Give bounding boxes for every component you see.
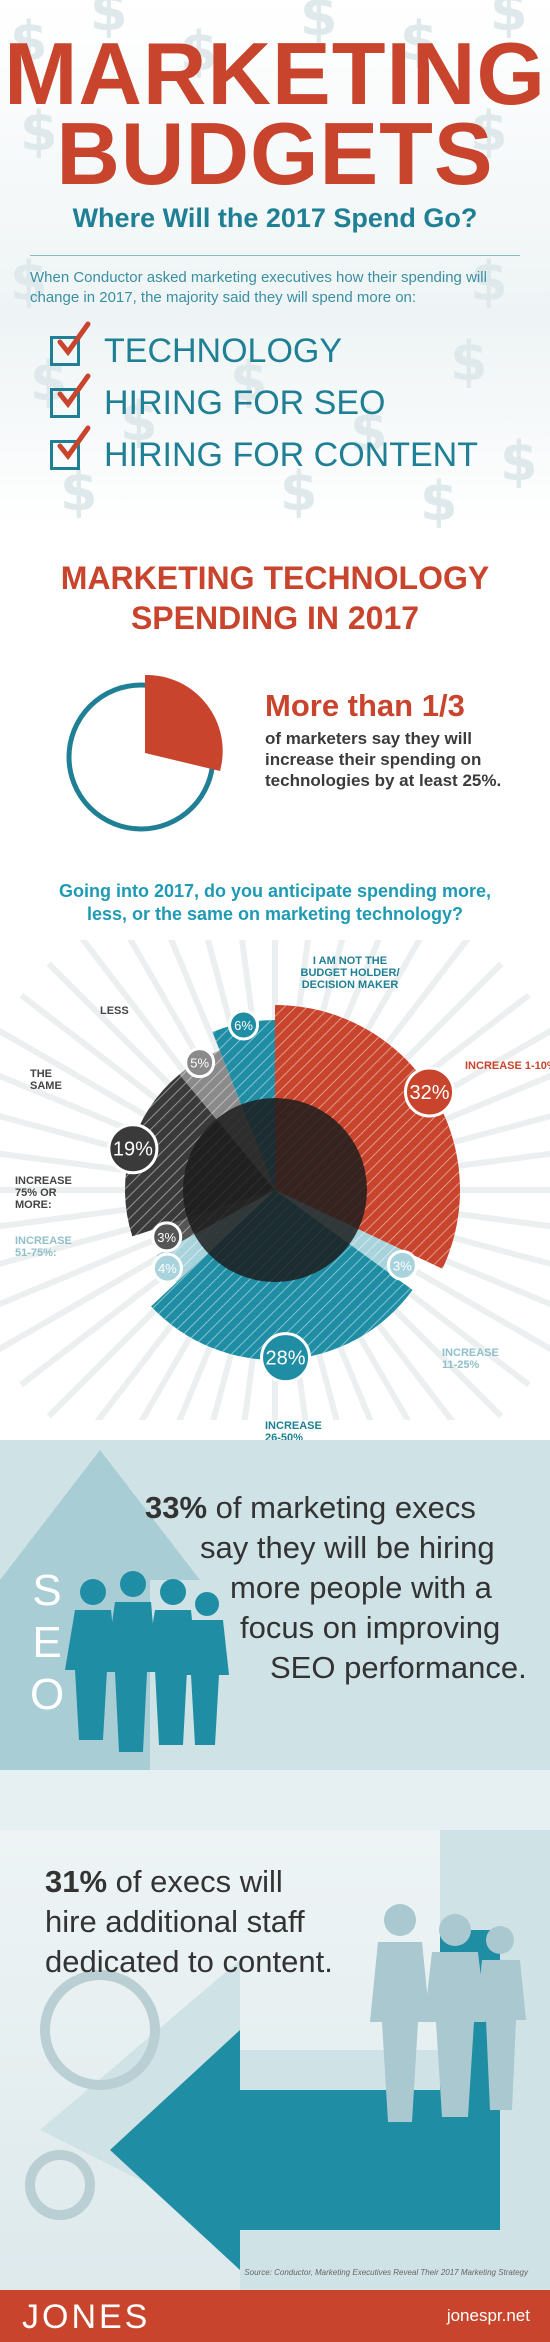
section-title-line2: SPENDING IN 2017 [130, 600, 420, 636]
pie-value-badge [386, 1249, 418, 1281]
svg-text:$: $ [420, 470, 458, 530]
pie-value-label: 3% [393, 1258, 412, 1273]
seo-stat-line-4: focus on improving [240, 1610, 501, 1645]
pie-value-label: 5% [190, 1056, 209, 1071]
checkbox-icon [50, 388, 80, 418]
checklist-label: HIRING FOR SEO [104, 384, 386, 422]
tech-stat-text: of marketers say they will increase thei… [265, 729, 502, 790]
one-third-pie-icon [66, 675, 223, 832]
content-stat-line-3: dedicated to content. [45, 1944, 333, 1979]
content-stat-number: 31% [45, 1864, 108, 1899]
pie-value-badge [184, 1047, 216, 1079]
content-section: 31% of execs will hire additional staff … [0, 1830, 550, 2300]
pie-label-increase-11-25: INCREASE 11-25% [442, 1347, 499, 1371]
people-silhouette-icon [370, 1904, 526, 2122]
seo-letter-s: S [32, 1566, 62, 1615]
seo-stat-text: of marketing execs [215, 1490, 476, 1525]
footer-bar: JONES jonespr.net [0, 2290, 550, 2342]
pie-label-same: THE SAME [30, 1068, 62, 1092]
svg-text:$: $ [490, 0, 528, 43]
seo-stat-line-3: more people with a [230, 1570, 492, 1605]
svg-text:$: $ [20, 100, 58, 163]
content-stat-text: of execs will [115, 1864, 283, 1899]
seo-section: S E O 33% of marketing execs say they wi… [0, 1440, 550, 1830]
svg-text:$: $ [450, 330, 488, 393]
pie-value-badge [107, 1123, 159, 1175]
subtitle: Where Will the 2017 Spend Go? [72, 203, 478, 233]
pie-value-badge [228, 1009, 260, 1041]
gear-icon [25, 1970, 160, 2220]
checklist-label: HIRING FOR CONTENT [104, 436, 478, 474]
seo-stat-number: 33% [145, 1490, 208, 1525]
intro-text: When Conductor asked marketing executive… [30, 269, 487, 306]
checkbox-icon [50, 440, 80, 470]
jones-logo: JONES [22, 2298, 151, 2336]
checkmark-icon [57, 425, 91, 461]
pie-value-badge [151, 1252, 183, 1284]
pie-value-label: 6% [234, 1018, 253, 1033]
pie-value-badge [151, 1221, 183, 1253]
seo-letters: S E O [30, 1565, 64, 1721]
source-citation: Source: Conductor, Marketing Executives … [244, 2268, 528, 2277]
seo-stat-line-2: say they will be hiring [200, 1530, 495, 1565]
pie-value-label: 19% [113, 1139, 153, 1161]
svg-text:$: $ [500, 430, 538, 493]
svg-text:$: $ [470, 100, 508, 163]
seo-stat-line-1: 33% of marketing execs [145, 1488, 476, 1528]
svg-text:$: $ [60, 460, 98, 523]
seo-letter-o: O [30, 1670, 65, 1719]
svg-text:$: $ [280, 460, 318, 523]
pie-label-not-budget-holder: I AM NOT THE BUDGET HOLDER/ DECISION MAK… [300, 955, 400, 991]
dollar-sign-background: $ $$ $ $ $ $ $ $$$ $$$ $ $ $ $$ [10, 0, 538, 530]
pie-center [183, 1098, 367, 1282]
hero-section: $ $ $ $ $ $ $ $ $ $ $ $ $ $ $ $ $ $ $ MARKETING BUDG… [0, 0, 550, 530]
checklist-item-seo: HIRING FOR SEO [50, 373, 530, 424]
seo-stat-line-5: SEO performance. [270, 1650, 527, 1685]
svg-text:$: $ [10, 250, 48, 313]
pie-label-less: LESS [100, 1005, 129, 1017]
svg-text:$: $ [300, 0, 338, 48]
checkmark-icon [57, 373, 91, 409]
pie-value-badge [260, 1332, 312, 1384]
pie-value-label: 28% [266, 1348, 306, 1370]
svg-text:$: $ [90, 0, 128, 43]
pie-value-label: 3% [157, 1230, 176, 1245]
footer-url-link[interactable]: jonespr.net [446, 2306, 530, 2325]
svg-text:$: $ [10, 10, 48, 73]
checklist-item-content: HIRING FOR CONTENT [50, 425, 530, 476]
checkmark-icon [57, 321, 91, 357]
content-stat-line-2: hire additional staff [45, 1904, 305, 1939]
svg-text:$: $ [30, 350, 68, 413]
checkbox-icon [50, 336, 80, 366]
tech-stat-headline: More than 1/3 [265, 688, 465, 723]
section-title-line1: MARKETING TECHNOLOGY [60, 560, 490, 596]
svg-text:$: $ [470, 250, 508, 313]
pie-label-increase-1-10: INCREASE 1-10%: [465, 1060, 550, 1072]
svg-text:$: $ [350, 400, 388, 463]
pie-label-increase-51-75: INCREASE 51-75%: [15, 1235, 72, 1259]
pie-value-label: 32% [409, 1082, 449, 1104]
checklist-label: TECHNOLOGY [104, 332, 343, 370]
checklist-item-technology: TECHNOLOGY [50, 321, 530, 372]
pie-value-label: 4% [158, 1261, 177, 1276]
svg-text:$: $ [400, 10, 438, 73]
svg-text:$: $ [230, 350, 268, 413]
main-title-line2: BUDGETS [56, 104, 494, 203]
pie-value-badge [404, 1066, 456, 1118]
svg-text:$: $ [180, 20, 218, 83]
pie-chart: 32% 3% 28% 4% 3% 19% 5% 6% [107, 1005, 460, 1384]
people-silhouette-icon [65, 1571, 229, 1752]
seo-letter-e: E [32, 1618, 62, 1667]
main-title-line1: MARKETING [4, 24, 546, 123]
pie-label-increase-75-plus: INCREASE 75% OR MORE: [15, 1175, 72, 1211]
left-arrow-graphic [25, 1830, 550, 2300]
svg-text:$: $ [120, 390, 158, 453]
content-stat-line-1: 31% of execs will [45, 1862, 283, 1902]
divider [30, 255, 520, 256]
survey-question: Going into 2017, do you anticipate spend… [58, 881, 492, 924]
